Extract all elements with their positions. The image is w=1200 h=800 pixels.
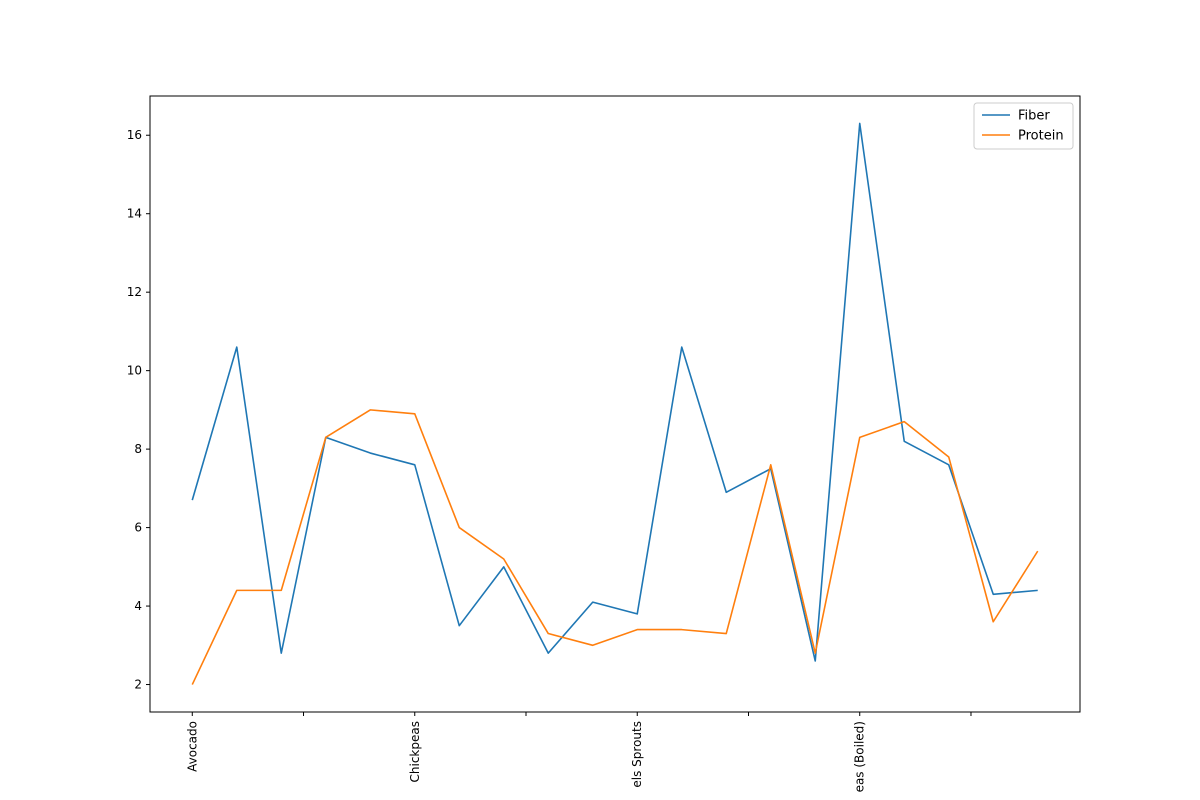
x-axis: Avocado Chickpeas els Sprouts eas (Boiled) (185, 712, 972, 792)
legend: Fiber Protein (973, 102, 1074, 150)
y-tick-label-14: 14 (127, 207, 142, 221)
x-tick-label-2: els Sprouts (630, 721, 644, 788)
series-line-protein (191, 409, 1039, 685)
y-tick-label-6: 6 (134, 521, 142, 535)
series-layer (191, 122, 1039, 685)
plot-frame (149, 95, 1081, 713)
y-tick-label-8: 8 (134, 442, 142, 456)
y-tick-label-10: 10 (127, 364, 142, 378)
y-tick-label-2: 2 (134, 678, 142, 692)
legend-label-fiber: Fiber (1018, 109, 1050, 124)
y-tick-label-4: 4 (134, 599, 142, 613)
y-tick-label-16: 16 (127, 128, 142, 142)
x-tick-label-3: eas (Boiled) (853, 721, 867, 792)
plot-area (149, 95, 1081, 713)
legend-label-protein: Protein (1018, 129, 1064, 144)
x-tick-label-0: Avocado (185, 721, 199, 772)
y-tick-label-12: 12 (127, 285, 142, 299)
y-axis: 2 4 6 8 10 12 14 16 (127, 128, 150, 692)
series-line-fiber (191, 122, 1038, 662)
x-tick-label-1: Chickpeas (408, 721, 422, 782)
